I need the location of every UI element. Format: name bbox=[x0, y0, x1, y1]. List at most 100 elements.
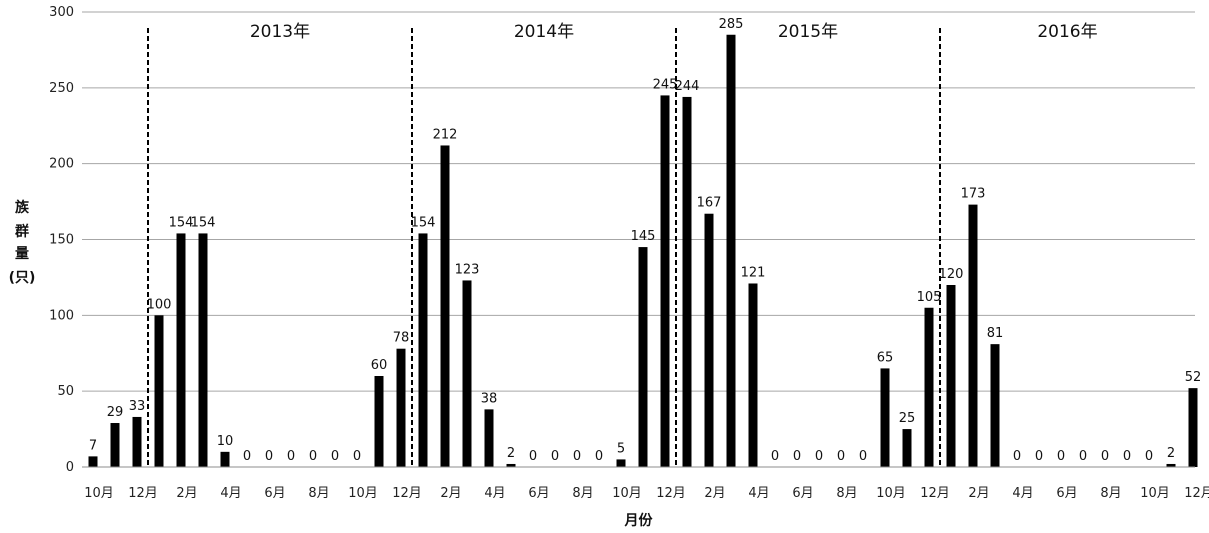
bar bbox=[638, 247, 648, 467]
data-label: 0 bbox=[815, 449, 823, 464]
year-label: 2014年 bbox=[514, 22, 574, 42]
data-label: 154 bbox=[169, 215, 194, 230]
bar bbox=[616, 459, 626, 467]
data-label: 0 bbox=[1035, 449, 1043, 464]
data-label: 0 bbox=[859, 449, 867, 464]
y-tick-label: 100 bbox=[49, 308, 74, 323]
bar bbox=[484, 409, 494, 467]
bar bbox=[154, 315, 164, 467]
data-label: 0 bbox=[529, 449, 537, 464]
bar bbox=[660, 95, 670, 468]
x-tick-label: 2月 bbox=[968, 486, 989, 501]
data-label: 0 bbox=[1057, 449, 1065, 464]
bar bbox=[880, 368, 890, 467]
year-labels: 2013年 2014年 2015年 2016年 bbox=[250, 22, 1098, 42]
y-tick-label: 300 bbox=[49, 5, 74, 20]
bar bbox=[704, 213, 714, 467]
data-label: 0 bbox=[771, 449, 779, 464]
data-label: 0 bbox=[1145, 449, 1153, 464]
x-tick-label: 6月 bbox=[1056, 486, 1077, 501]
data-label: 121 bbox=[741, 265, 766, 280]
bar bbox=[220, 451, 230, 467]
y-tick-label: 200 bbox=[49, 157, 74, 172]
year-label: 2016年 bbox=[1037, 22, 1097, 42]
x-tick-label: 4月 bbox=[484, 486, 505, 501]
x-tick-label: 12月 bbox=[920, 486, 950, 501]
data-label: 167 bbox=[697, 196, 722, 211]
data-label: 25 bbox=[899, 411, 916, 426]
y-tick-label: 0 bbox=[66, 460, 74, 475]
data-label: 0 bbox=[287, 449, 295, 464]
bar bbox=[110, 423, 120, 467]
bar bbox=[396, 348, 406, 467]
bar bbox=[1166, 463, 1176, 467]
x-tick-label: 6月 bbox=[264, 486, 285, 501]
y-tick-label: 50 bbox=[57, 384, 74, 399]
data-label: 0 bbox=[1101, 449, 1109, 464]
year-label: 2013年 bbox=[250, 22, 310, 42]
y-axis-label: 族群量 (只) bbox=[9, 199, 36, 286]
data-label: 154 bbox=[411, 215, 436, 230]
year-label: 2015年 bbox=[778, 22, 838, 42]
data-label: 123 bbox=[455, 262, 480, 277]
data-label: 154 bbox=[191, 215, 216, 230]
data-label: 285 bbox=[719, 17, 744, 32]
x-tick-label: 10月 bbox=[348, 486, 378, 501]
x-tick-label: 2月 bbox=[176, 486, 197, 501]
data-label: 0 bbox=[1123, 449, 1131, 464]
data-label: 78 bbox=[393, 331, 410, 346]
data-label: 245 bbox=[653, 77, 678, 92]
bars bbox=[88, 34, 1198, 468]
x-tick-label: 10月 bbox=[876, 486, 906, 501]
data-label: 0 bbox=[595, 449, 603, 464]
bar bbox=[1188, 388, 1198, 467]
data-label: 52 bbox=[1185, 370, 1202, 385]
bar bbox=[506, 463, 516, 467]
x-tick-label: 12月 bbox=[128, 486, 158, 501]
data-label: 0 bbox=[331, 449, 339, 464]
y-axis-title-char: 族 bbox=[15, 199, 30, 216]
data-label: 29 bbox=[107, 405, 124, 420]
x-tick-label: 2月 bbox=[704, 486, 725, 501]
data-label: 38 bbox=[481, 391, 498, 406]
data-label: 33 bbox=[129, 399, 146, 414]
data-label: 105 bbox=[917, 290, 942, 305]
bar bbox=[462, 280, 472, 467]
data-label: 212 bbox=[433, 127, 458, 142]
x-tick-label: 8月 bbox=[1100, 486, 1121, 501]
y-tick-label: 250 bbox=[49, 81, 74, 96]
x-axis-title: 月份 bbox=[624, 512, 654, 529]
y-axis-ticks: 0 50 100 150 200 250 300 bbox=[49, 5, 74, 475]
data-label: 0 bbox=[793, 449, 801, 464]
bar bbox=[88, 456, 98, 467]
x-tick-label: 12月 bbox=[656, 486, 686, 501]
y-tick-label: 150 bbox=[49, 233, 74, 248]
data-label: 0 bbox=[551, 449, 559, 464]
bar bbox=[132, 416, 142, 467]
data-label: 0 bbox=[837, 449, 845, 464]
bar bbox=[418, 233, 428, 467]
x-tick-label: 4月 bbox=[1012, 486, 1033, 501]
data-label: 2 bbox=[1167, 446, 1175, 461]
data-label: 60 bbox=[371, 358, 388, 373]
x-tick-label: 8月 bbox=[572, 486, 593, 501]
bar bbox=[440, 145, 450, 467]
x-tick-label: 6月 bbox=[528, 486, 549, 501]
data-label: 0 bbox=[309, 449, 317, 464]
gridlines bbox=[82, 11, 1195, 392]
data-label: 100 bbox=[147, 297, 172, 312]
data-label: 173 bbox=[961, 187, 986, 202]
data-label: 0 bbox=[353, 449, 361, 464]
bar bbox=[198, 233, 208, 467]
data-label: 0 bbox=[573, 449, 581, 464]
data-label: 2 bbox=[507, 446, 515, 461]
x-tick-label: 8月 bbox=[308, 486, 329, 501]
x-tick-label: 6月 bbox=[792, 486, 813, 501]
x-tick-label: 12月 bbox=[1184, 486, 1209, 501]
data-label: 7 bbox=[89, 438, 97, 453]
bar bbox=[902, 429, 912, 467]
y-axis-title-char: 量 bbox=[15, 246, 29, 262]
